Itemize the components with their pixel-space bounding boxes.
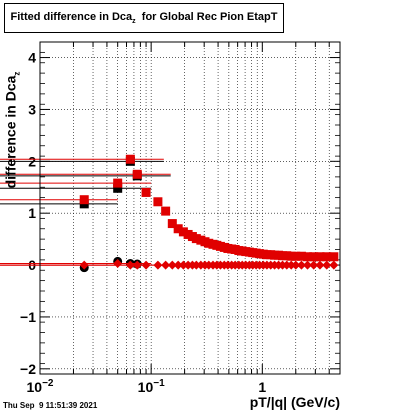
ylabel-main: difference in Dca <box>2 75 19 189</box>
data-point-square <box>161 206 171 216</box>
data-point-diamond <box>173 260 183 270</box>
data-point-square <box>79 195 89 205</box>
timestamp: Thu Sep 9 11:51:39 2021 <box>3 401 98 410</box>
x-tick-label: 10−1 <box>138 378 165 395</box>
data-point-square <box>329 252 339 262</box>
data-point-square <box>153 197 163 207</box>
data-point-square <box>132 169 142 179</box>
data-point-diamond <box>286 260 296 270</box>
y-tick-label: −1 <box>20 309 36 325</box>
title-box: Fitted difference in Dcaz for Global Rec… <box>4 3 284 33</box>
grid-lines <box>39 42 341 374</box>
data-point-diamond <box>113 259 123 269</box>
data-point-square <box>302 252 312 262</box>
data-point-diamond <box>309 260 319 270</box>
data-point-square <box>291 251 301 261</box>
data-point-square <box>296 251 306 261</box>
data-point-square <box>322 252 332 262</box>
data-point-diamond <box>291 260 301 270</box>
data-point-square <box>141 187 151 197</box>
data-point-diamond <box>322 260 332 270</box>
data-point-diamond <box>315 260 325 270</box>
data-point-diamond <box>329 260 339 270</box>
data-point-diamond <box>161 260 171 270</box>
x-tick-label: 1 <box>258 379 266 395</box>
data-point-square <box>167 219 177 229</box>
data-point-diamond <box>296 260 306 270</box>
data-point-square <box>173 224 183 234</box>
ylabel-subscript: z <box>12 71 22 76</box>
chart-title: Fitted difference in Dcaz for Global Rec… <box>11 11 278 25</box>
y-tick-label: −2 <box>20 361 36 377</box>
data-point-square <box>125 154 135 164</box>
data-marks <box>0 154 339 273</box>
data-point-diamond <box>167 260 177 270</box>
data-point-diamond <box>178 260 188 270</box>
y-axis-label: difference in Dcaz <box>2 45 22 215</box>
data-point-diamond <box>153 260 163 270</box>
data-point-diamond <box>302 260 312 270</box>
plot-frame <box>39 41 341 375</box>
title-main: Fitted difference in Dca <box>10 10 133 23</box>
data-point-square <box>286 251 296 261</box>
y-tick-label: 1 <box>28 205 36 221</box>
data-point-diamond <box>132 260 142 270</box>
data-point-square <box>178 227 188 237</box>
data-point-diamond <box>191 260 201 270</box>
title-subscript: z <box>132 18 136 26</box>
x-tick-label: 10−2 <box>27 378 54 395</box>
x-axis-label: pT/|q| (GeV/c) <box>249 394 340 410</box>
title-tail: for Global Rec Pion EtapT <box>135 10 278 23</box>
y-tick-label: 3 <box>28 101 36 117</box>
data-point-diamond <box>141 260 151 270</box>
data-point-square <box>113 178 123 188</box>
data-point-square <box>315 252 325 262</box>
data-point-square <box>309 252 319 262</box>
y-tick-label: 4 <box>28 50 36 66</box>
data-point-square <box>113 183 123 193</box>
data-point-square <box>191 234 201 244</box>
